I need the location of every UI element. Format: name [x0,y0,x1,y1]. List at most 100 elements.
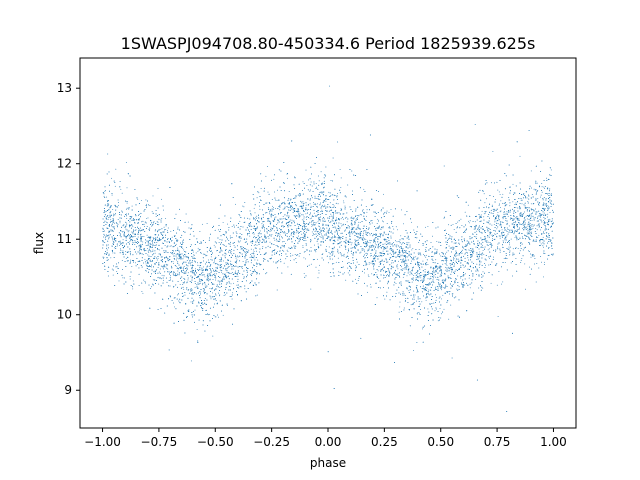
data-point [104,190,106,192]
data-point [253,249,255,251]
data-point [388,276,390,278]
data-point [182,295,184,297]
data-point [115,168,117,170]
data-point [210,259,212,261]
data-point [425,256,427,258]
data-point [405,262,407,264]
data-point [396,246,398,248]
data-point [420,309,421,310]
data-point [539,241,541,243]
data-point [106,222,108,224]
data-point [489,234,491,236]
data-point [377,244,379,246]
data-point [202,253,204,255]
data-point [121,210,123,212]
data-point [200,252,202,254]
data-point [250,254,251,256]
data-point [423,277,425,279]
data-point [543,246,544,248]
data-point [313,216,315,218]
data-point [490,182,492,184]
data-point [255,216,257,218]
data-point [496,228,498,230]
data-point [306,229,308,231]
data-point [250,274,252,276]
data-point [350,220,352,222]
data-point [206,278,208,280]
data-point [270,230,272,232]
data-point [204,276,206,278]
data-point [315,203,316,205]
data-point [153,271,155,273]
data-point [320,202,321,204]
data-point [294,246,296,248]
data-point [190,264,192,266]
data-point [543,223,545,225]
data-point [443,287,445,289]
data-point [441,260,443,262]
data-point [283,230,285,232]
data-point [202,266,204,268]
data-point [240,240,241,242]
data-point [355,252,357,254]
data-point [194,268,196,270]
data-point [417,276,419,278]
data-point [543,197,545,198]
data-point [270,227,272,229]
data-point [495,250,496,252]
data-point [453,256,454,258]
data-point [152,283,154,285]
data-point [220,264,222,266]
data-point [106,205,108,207]
data-point [152,249,154,251]
data-point [192,231,194,232]
data-point [355,233,357,235]
data-point [119,244,121,246]
data-point [204,286,206,288]
data-point [509,230,511,232]
data-point [399,246,401,248]
data-point [319,216,321,218]
data-point [462,265,464,267]
data-point [420,280,422,282]
data-point [543,212,545,214]
data-point [235,224,237,226]
data-point [298,233,300,234]
data-point [233,266,235,267]
data-point [345,196,347,198]
data-point [416,342,418,343]
data-point [506,227,508,229]
data-point [300,194,302,196]
data-point [316,203,318,205]
data-point [187,289,189,291]
data-point [262,258,264,260]
data-point [337,257,339,259]
data-point [140,233,142,235]
data-point [506,210,508,212]
data-point [456,253,458,254]
data-point [498,271,500,272]
data-point [537,197,539,199]
data-point [318,225,320,227]
data-point [343,200,345,202]
data-point [129,239,131,241]
data-point [263,240,265,242]
data-point [356,245,358,247]
data-point [468,259,470,261]
data-point [324,204,326,206]
data-point [357,224,359,226]
data-point [391,249,393,251]
data-point [430,276,432,278]
data-point [478,266,480,268]
data-point [524,222,526,224]
data-point [476,259,478,261]
data-point [515,258,517,259]
data-point [540,229,541,231]
data-point [388,211,390,213]
data-point [359,213,361,215]
data-point [453,242,455,244]
data-point [456,288,458,290]
data-point [184,261,186,263]
data-point [169,242,171,243]
data-point [455,256,457,258]
